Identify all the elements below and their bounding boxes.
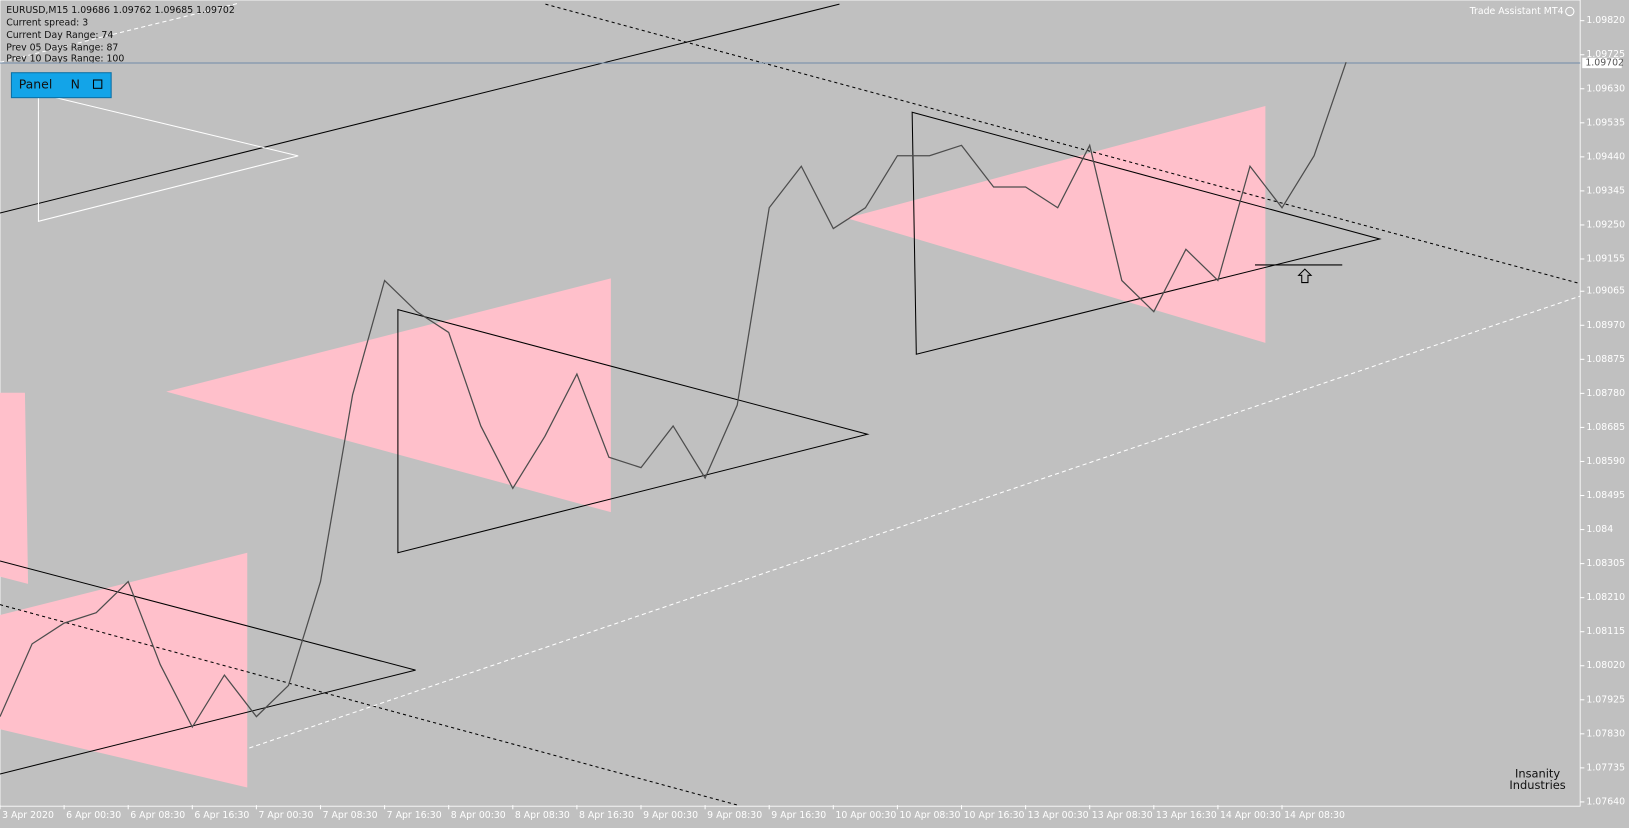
plot-frame (0, 0, 1581, 807)
x-tick-label: 10 Apr 08:30 (899, 810, 960, 821)
y-tick-label: 1.09155 (1586, 253, 1625, 264)
white-triangle (37, 92, 299, 222)
y-tick-label: 1.08875 (1586, 354, 1625, 365)
panel[interactable]: Panel N (10, 72, 112, 99)
y-tick-label: 1.09440 (1586, 151, 1625, 162)
info-line: Prev 05 Days Range: 87 (6, 42, 118, 53)
trend-line (0, 3, 840, 214)
panel-button[interactable]: N (71, 77, 80, 92)
price-line (0, 62, 1347, 729)
y-tick-label: 1.084 (1586, 524, 1613, 535)
x-tick-label: 6 Apr 00:30 (66, 810, 121, 821)
y-tick-label: 1.09630 (1586, 83, 1625, 94)
x-tick-label: 10 Apr 16:30 (964, 810, 1025, 821)
drawings (0, 2, 1581, 806)
y-tick-label: 1.07830 (1586, 728, 1625, 739)
zone (0, 552, 248, 788)
arrow-up (1297, 268, 1313, 284)
tool-label: Trade Assistant MT4 (1469, 6, 1564, 17)
dashed-line (249, 295, 1581, 749)
x-tick-label: 14 Apr 00:30 (1220, 810, 1281, 821)
symbol-line: EURUSD,M15 1.09686 1.09762 1.09685 1.097… (6, 5, 235, 16)
x-tick-label: 14 Apr 08:30 (1284, 810, 1345, 821)
zone (846, 105, 1266, 343)
x-tick-label: 7 Apr 16:30 (387, 810, 442, 821)
x-tick-label: 7 Apr 00:30 (258, 810, 313, 821)
pink-zones (0, 105, 1266, 788)
y-tick-label: 1.09535 (1586, 117, 1625, 128)
current-price-box (1582, 57, 1622, 69)
tool-icon[interactable] (1565, 6, 1575, 17)
x-tick-label: 9 Apr 00:30 (643, 810, 698, 821)
header: EURUSD,M15 1.09686 1.09762 1.09685 1.097… (6, 5, 235, 65)
triangle (397, 308, 870, 554)
dotted-line (545, 3, 1581, 285)
dotted-line (0, 604, 738, 806)
x-tick-label: 9 Apr 08:30 (707, 810, 762, 821)
panel-box[interactable] (10, 72, 112, 99)
x-tick-label: 8 Apr 00:30 (451, 810, 506, 821)
y-tick-label: 1.09345 (1586, 185, 1625, 196)
x-tick-label: 9 Apr 16:30 (771, 810, 826, 821)
x-tick-label: 13 Apr 16:30 (1156, 810, 1217, 821)
zone (0, 392, 29, 584)
y-tick-label: 1.08020 (1586, 660, 1625, 671)
y-tick-label: 1.09725 (1586, 49, 1625, 60)
watermark: Industries (1509, 778, 1565, 792)
panel-icon[interactable] (92, 79, 103, 89)
y-tick-label: 1.08970 (1586, 320, 1625, 331)
y-tick-label: 1.08305 (1586, 558, 1625, 569)
x-tick-label: 6 Apr 08:30 (130, 810, 185, 821)
y-tick-label: 1.08590 (1586, 456, 1625, 467)
y-tick-label: 1.07640 (1586, 796, 1625, 807)
y-tick-label: 1.08210 (1586, 592, 1625, 603)
y-tick-label: 1.07735 (1586, 762, 1625, 773)
triangle (0, 560, 416, 775)
x-tick-label: 8 Apr 16:30 (579, 810, 634, 821)
info-line: Prev 10 Days Range: 100 (6, 54, 124, 65)
y-tick-label: 1.09250 (1586, 219, 1625, 230)
current-price-label: 1.09702 (1585, 57, 1624, 68)
x-tick-label: 7 Apr 08:30 (323, 810, 378, 821)
x-tick-label: 8 Apr 08:30 (515, 810, 570, 821)
y-tick-label: 1.09820 (1586, 15, 1625, 26)
x-tick-label: 3 Apr 2020 (2, 810, 54, 821)
triangle (911, 111, 1382, 355)
y-tick-label: 1.08495 (1586, 490, 1625, 501)
y-tick-label: 1.08685 (1586, 422, 1625, 433)
watermark: Insanity (1515, 766, 1560, 780)
y-tick-label: 1.07925 (1586, 694, 1625, 705)
y-tick-label: 1.08780 (1586, 388, 1625, 399)
panel-title: Panel (19, 77, 53, 92)
x-tick-label: 13 Apr 08:30 (1092, 810, 1153, 821)
x-tick-label: 10 Apr 00:30 (835, 810, 896, 821)
x-tick-label: 6 Apr 16:30 (194, 810, 249, 821)
x-tick-label: 13 Apr 00:30 (1028, 810, 1089, 821)
y-tick-label: 1.08115 (1586, 626, 1625, 637)
info-line: Current Day Range: 74 (6, 30, 113, 41)
dashed-line (0, 2, 240, 63)
y-tick-label: 1.09065 (1586, 286, 1625, 297)
info-line: Current spread: 3 (6, 17, 88, 28)
